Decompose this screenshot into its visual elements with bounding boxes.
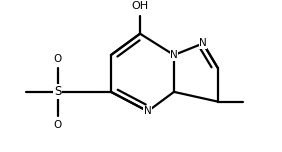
Text: O: O bbox=[54, 54, 62, 64]
Text: O: O bbox=[54, 120, 62, 130]
Text: S: S bbox=[54, 85, 61, 98]
Text: OH: OH bbox=[131, 1, 149, 11]
Text: N: N bbox=[144, 106, 152, 116]
Text: N: N bbox=[170, 50, 178, 60]
Text: N: N bbox=[199, 38, 207, 48]
